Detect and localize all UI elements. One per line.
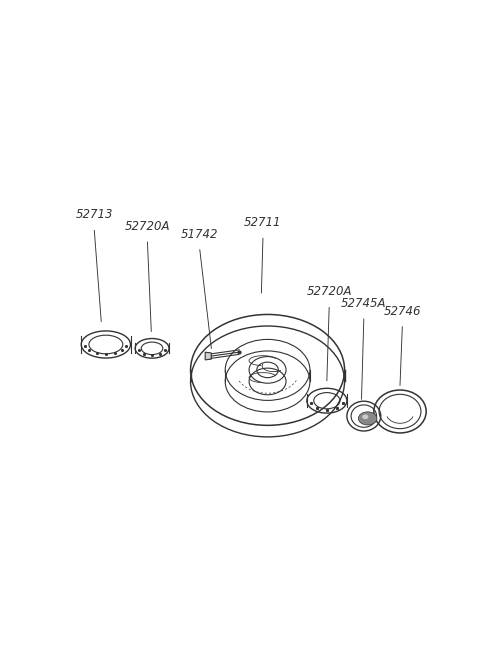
Text: 52720A: 52720A bbox=[125, 220, 170, 233]
Text: 52713: 52713 bbox=[75, 208, 113, 221]
Polygon shape bbox=[205, 352, 211, 360]
Text: 52746: 52746 bbox=[384, 305, 421, 317]
Ellipse shape bbox=[359, 412, 377, 425]
Ellipse shape bbox=[362, 415, 369, 419]
Text: 52745A: 52745A bbox=[341, 297, 386, 310]
Text: 52711: 52711 bbox=[244, 216, 282, 229]
Text: 51742: 51742 bbox=[181, 227, 218, 240]
Text: 52720A: 52720A bbox=[306, 285, 352, 298]
